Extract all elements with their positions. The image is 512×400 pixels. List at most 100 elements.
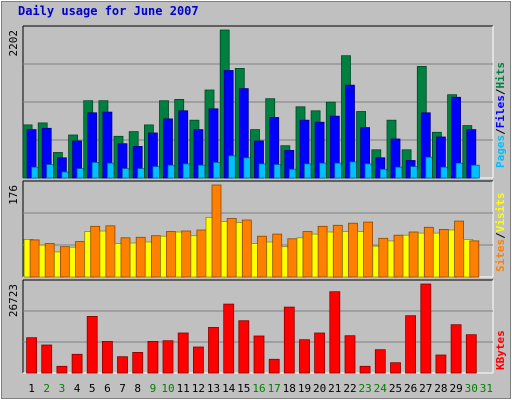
legend-part: Visits — [494, 193, 507, 233]
y-max-label-bottom: 26723 — [7, 284, 20, 317]
bar-kbytes-day-7 — [117, 356, 128, 374]
bar-sites-day-13 — [211, 184, 222, 278]
bar-sites-day-15 — [241, 219, 252, 278]
bar-sites-day-9 — [150, 235, 161, 278]
bar-sites-day-26 — [408, 231, 419, 278]
bar-kbytes-day-22 — [344, 335, 356, 374]
x-tick-label-5: 5 — [89, 382, 96, 395]
x-tick-label-7: 7 — [119, 382, 126, 395]
legend-part: Pages — [494, 135, 507, 168]
x-tick-label-11: 11 — [177, 382, 190, 395]
bar-sites-day-29 — [454, 220, 465, 278]
bar-kbytes-day-27 — [420, 283, 432, 374]
x-tick-label-24: 24 — [374, 382, 388, 395]
x-tick-label-3: 3 — [59, 382, 66, 395]
bar-kbytes-day-13 — [208, 326, 219, 374]
bar-kbytes-day-24 — [374, 349, 386, 374]
legend-part: Files — [494, 95, 507, 128]
y-max-label-middle: 176 — [7, 185, 20, 205]
x-tick-label-28: 28 — [434, 382, 447, 395]
bar-kbytes-day-12 — [192, 346, 204, 374]
bar-sites-day-14 — [226, 218, 237, 278]
bar-kbytes-day-25 — [390, 362, 401, 374]
x-tick-label-31: 31 — [480, 382, 493, 395]
x-tick-label-2: 2 — [43, 382, 50, 395]
bar-sites-day-6 — [105, 225, 116, 278]
bar-sites-day-5 — [90, 225, 101, 278]
x-tick-label-14: 14 — [222, 382, 236, 395]
x-tick-label-25: 25 — [389, 382, 402, 395]
y-max-label-top: 2202 — [7, 30, 20, 57]
chart-title: Daily usage for June 2007 — [18, 4, 199, 18]
legend-middle: Sites/Visits — [494, 193, 507, 273]
bar-kbytes-day-30 — [465, 334, 477, 374]
legend-part: / — [494, 128, 507, 135]
x-tick-label-29: 29 — [449, 382, 462, 395]
x-tick-label-10: 10 — [161, 382, 174, 395]
bar-sites-day-28 — [438, 228, 449, 278]
bar-sites-day-1 — [29, 239, 40, 278]
bar-kbytes-day-26 — [405, 315, 417, 374]
x-tick-label-17: 17 — [268, 382, 281, 395]
bar-kbytes-day-6 — [102, 340, 113, 374]
x-tick-label-30: 30 — [465, 382, 478, 395]
x-tick-label-12: 12 — [192, 382, 205, 395]
bar-kbytes-day-15 — [238, 320, 250, 374]
bar-sites-day-19 — [302, 231, 313, 278]
bar-sites-day-4 — [75, 241, 85, 278]
bar-kbytes-day-3 — [56, 365, 68, 374]
bar-kbytes-day-20 — [314, 332, 326, 374]
bar-kbytes-day-5 — [86, 315, 98, 374]
bar-sites-day-8 — [135, 236, 146, 278]
bar-sites-day-21 — [332, 224, 343, 278]
bar-sites-day-27 — [423, 226, 434, 278]
bar-sites-day-16 — [257, 235, 267, 278]
bar-kbytes-day-23 — [359, 365, 371, 374]
bar-sites-day-17 — [272, 233, 283, 278]
x-tick-label-26: 26 — [404, 382, 417, 395]
bar-kbytes-day-28 — [435, 354, 447, 374]
bar-kbytes-day-16 — [253, 335, 265, 374]
bar-kbytes-day-17 — [268, 358, 280, 374]
bar-sites-day-7 — [120, 237, 131, 278]
bar-kbytes-day-2 — [41, 344, 53, 374]
bar-sites-day-24 — [378, 237, 389, 278]
bar-kbytes-day-19 — [299, 339, 310, 374]
bar-sites-day-2 — [44, 243, 55, 278]
x-tick-label-22: 22 — [343, 382, 356, 395]
bar-sites-day-11 — [181, 230, 192, 278]
bar-kbytes-day-29 — [450, 324, 462, 374]
x-tick-label-19: 19 — [298, 382, 311, 395]
bar-kbytes-day-8 — [132, 351, 144, 374]
bar-sites-day-12 — [196, 229, 207, 278]
bar-kbytes-day-10 — [162, 340, 174, 374]
x-tick-label-27: 27 — [419, 382, 432, 395]
bar-sites-day-20 — [317, 225, 328, 278]
x-tick-label-16: 16 — [252, 382, 265, 395]
x-tick-label-13: 13 — [207, 382, 220, 395]
legend-part: Hits — [494, 62, 507, 89]
legend-part: KBytes — [494, 330, 507, 370]
x-tick-label-8: 8 — [134, 382, 141, 395]
x-tick-label-21: 21 — [328, 382, 341, 395]
legend-bottom: KBytes — [494, 330, 507, 370]
legend-part: / — [494, 88, 507, 95]
bar-kbytes-day-14 — [223, 303, 235, 374]
x-tick-label-23: 23 — [358, 382, 371, 395]
x-tick-label-20: 20 — [313, 382, 326, 395]
bar-kbytes-day-4 — [71, 353, 83, 374]
bar-kbytes-day-9 — [147, 340, 159, 374]
x-tick-label-6: 6 — [104, 382, 111, 395]
bar-kbytes-day-18 — [283, 306, 295, 374]
bar-sites-day-30 — [469, 240, 480, 278]
bar-kbytes-day-1 — [26, 337, 38, 374]
x-tick-label-9: 9 — [150, 382, 157, 395]
bar-sites-day-10 — [166, 231, 176, 278]
legend-part: / — [494, 232, 507, 239]
bar-sites-day-25 — [393, 234, 404, 278]
legend-part: Sites — [494, 239, 507, 272]
bar-sites-day-22 — [348, 222, 358, 278]
x-tick-label-18: 18 — [283, 382, 296, 395]
x-tick-label-1: 1 — [28, 382, 35, 395]
